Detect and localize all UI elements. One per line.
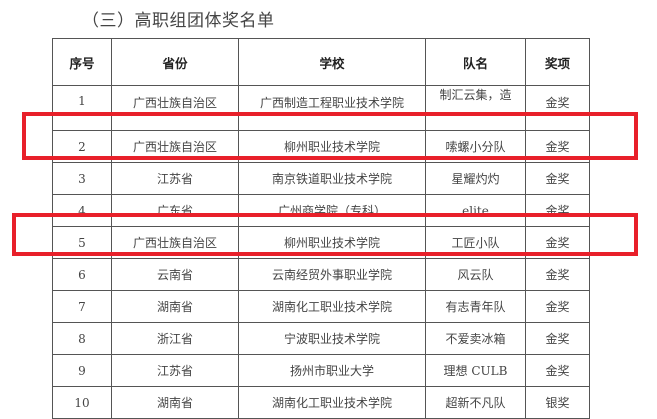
cell-team: 不爱卖冰箱: [425, 322, 526, 355]
cell-school: 云南经贸外事职业学院: [238, 258, 426, 291]
cell-province: 云南省: [111, 258, 239, 291]
cell-province: 浙江省: [111, 322, 239, 355]
cell-no: 9: [52, 354, 112, 387]
cell-province: 广西壮族自治区: [111, 85, 239, 131]
cell-team: 星耀灼灼: [425, 162, 526, 195]
cell-province: 湖南省: [111, 290, 239, 323]
cell-team: 风云队: [425, 258, 526, 291]
table-row: 8 浙江省 宁波职业技术学院 不爱卖冰箱 金奖: [52, 322, 590, 355]
cell-no: 10: [52, 386, 112, 419]
cell-award: 金奖: [525, 290, 590, 323]
table-row: 3 江苏省 南京铁道职业技术学院 星耀灼灼 金奖: [52, 162, 590, 195]
cell-award: 金奖: [525, 354, 590, 387]
cell-award: 金奖: [525, 162, 590, 195]
cell-school: 湖南化工职业技术学院: [238, 290, 426, 323]
cell-school: 湖南化工职业技术学院: [238, 386, 426, 419]
cell-team: 超新不凡队: [425, 386, 526, 419]
table-row: 10 湖南省 湖南化工职业技术学院 超新不凡队 银奖: [52, 386, 590, 419]
table-row: 7 湖南省 湖南化工职业技术学院 有志青年队 金奖: [52, 290, 590, 323]
cell-award: 金奖: [525, 258, 590, 291]
header-award: 奖项: [525, 38, 590, 86]
cell-award: 金奖: [525, 194, 590, 227]
cell-school: 广西制造工程职业技术学院: [238, 85, 426, 131]
cell-school: 南京铁道职业技术学院: [238, 162, 426, 195]
award-table: 序号 省份 学校 队名 奖项 1 广西壮族自治区 广西制造工程职业技术学院 制汇云集，…: [52, 38, 590, 419]
cell-award: 银奖: [525, 386, 590, 419]
highlight-box-row-5: [12, 213, 638, 256]
cell-school: 宁波职业技术学院: [238, 322, 426, 355]
cell-province: 湖南省: [111, 386, 239, 419]
cell-team: 理想 CULB: [425, 354, 526, 387]
highlight-box-row-2: [22, 112, 638, 160]
cell-province: 江苏省: [111, 354, 239, 387]
table-row: 9 江苏省 扬州市职业大学 理想 CULB 金奖: [52, 354, 590, 387]
header-team: 队名: [425, 38, 526, 86]
cell-school: 扬州市职业大学: [238, 354, 426, 387]
cell-no: 8: [52, 322, 112, 355]
header-school: 学校: [238, 38, 426, 86]
cell-no: 3: [52, 162, 112, 195]
cell-no: 6: [52, 258, 112, 291]
cell-award: 金奖: [525, 322, 590, 355]
table-row: 6 云南省 云南经贸外事职业学院 风云队 金奖: [52, 258, 590, 291]
document-title: （三）高职组团体奖名单: [82, 11, 275, 31]
header-no: 序号: [52, 38, 112, 86]
cell-province: 江苏省: [111, 162, 239, 195]
table-header-row: 序号 省份 学校 队名 奖项: [52, 38, 590, 86]
header-province: 省份: [111, 38, 239, 86]
cell-no: 4: [52, 194, 112, 227]
cell-no: 7: [52, 290, 112, 323]
table-row: 1 广西壮族自治区 广西制造工程职业技术学院 制汇云集，造 金奖: [52, 85, 590, 131]
cell-team: 有志青年队: [425, 290, 526, 323]
